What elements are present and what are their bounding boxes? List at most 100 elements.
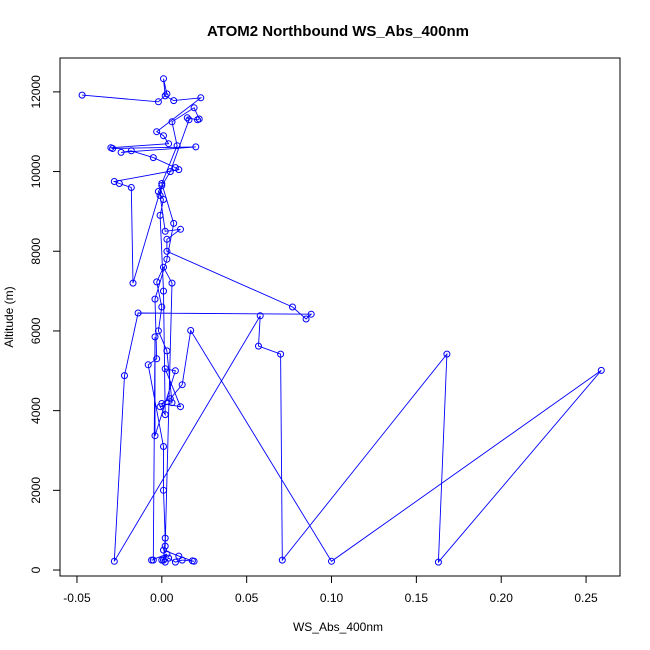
data-point	[177, 403, 184, 411]
data-point	[307, 310, 315, 318]
series-lines	[82, 78, 602, 564]
data-point	[197, 94, 205, 102]
data-point	[156, 403, 164, 411]
data-point	[163, 347, 171, 355]
data-point	[171, 164, 179, 172]
data-point	[158, 303, 166, 311]
data-point	[195, 115, 203, 123]
series-line	[82, 78, 602, 564]
data-point	[166, 168, 174, 176]
data-point	[163, 235, 171, 243]
data-point	[163, 255, 171, 263]
data-point	[161, 365, 169, 373]
data-point	[160, 75, 167, 83]
x-axis-label: WS_Abs_400nm	[293, 620, 383, 634]
data-point	[160, 196, 167, 203]
data-point	[156, 192, 164, 199]
data-point	[160, 263, 167, 271]
data-point	[277, 350, 285, 358]
data-point	[163, 550, 171, 558]
data-point	[161, 542, 169, 550]
data-point	[110, 557, 118, 565]
data-point	[129, 279, 137, 287]
data-point	[109, 145, 117, 152]
data-point	[153, 355, 161, 363]
data-point	[115, 180, 123, 187]
x-tick-label: 0.20	[490, 591, 514, 605]
data-point	[434, 558, 442, 566]
data-point	[158, 182, 166, 189]
data-point	[158, 180, 166, 187]
chart-title: ATOM2 Northbound WS_Abs_400nm	[207, 23, 469, 40]
y-tick-label: 4000	[29, 397, 43, 424]
data-point	[178, 381, 186, 389]
data-point	[160, 287, 167, 295]
data-point	[161, 534, 169, 542]
y-tick-label: 6000	[29, 317, 43, 344]
data-point	[165, 140, 173, 148]
data-point	[187, 327, 195, 334]
data-point	[160, 132, 167, 140]
data-point	[302, 315, 310, 323]
data-point	[78, 91, 86, 99]
data-point	[190, 104, 198, 112]
data-point	[151, 295, 159, 303]
data-point	[171, 367, 179, 375]
data-point	[255, 342, 262, 350]
data-point	[161, 558, 169, 566]
data-point	[151, 333, 159, 341]
data-point	[160, 486, 167, 494]
data-point	[121, 372, 128, 380]
plot-frame	[59, 57, 621, 577]
data-point	[160, 443, 167, 450]
data-point	[144, 361, 152, 369]
data-point	[148, 556, 156, 564]
data-point	[289, 303, 296, 311]
data-point	[161, 411, 169, 419]
data-point	[178, 556, 186, 564]
data-point	[192, 143, 200, 151]
data-point	[166, 395, 174, 403]
data-point	[177, 225, 184, 233]
data-point	[168, 279, 176, 287]
data-point	[170, 219, 178, 227]
y-tick-label: 0	[29, 566, 43, 573]
data-point	[161, 227, 169, 235]
data-point	[188, 557, 196, 565]
y-axis-label: Altitude (m)	[2, 286, 16, 347]
data-point	[154, 327, 162, 335]
y-tick-label: 12000	[29, 75, 43, 109]
data-point	[149, 154, 157, 162]
data-point	[168, 399, 176, 407]
data-point	[154, 98, 162, 106]
data-point	[153, 278, 161, 286]
data-point	[163, 247, 171, 255]
data-point	[170, 97, 178, 105]
series-points	[78, 75, 605, 566]
data-point	[443, 350, 451, 358]
data-point	[134, 309, 142, 317]
x-tick-label: 0.00	[150, 591, 174, 605]
data-point	[160, 556, 167, 564]
y-tick-label: 2000	[29, 477, 43, 504]
x-axis: -0.05 0.00 0.05 0.10 0.15 0.20 0.25	[63, 575, 598, 605]
x-tick-label: 0.05	[235, 591, 259, 605]
data-point	[168, 118, 176, 126]
data-point	[278, 556, 286, 564]
data-point	[127, 184, 135, 191]
data-point	[171, 558, 179, 566]
x-tick-label: 0.15	[405, 591, 429, 605]
data-point	[127, 147, 135, 155]
data-point	[117, 148, 125, 156]
data-point	[151, 432, 159, 440]
x-tick-label: 0.10	[320, 591, 344, 605]
data-point	[597, 366, 605, 374]
data-point	[161, 92, 169, 100]
y-tick-label: 8000	[29, 238, 43, 265]
data-point	[175, 552, 183, 560]
data-point	[328, 557, 335, 565]
data-point	[160, 546, 167, 554]
data-point	[173, 142, 181, 150]
y-tick-label: 10000	[29, 155, 43, 189]
data-point	[163, 90, 171, 98]
